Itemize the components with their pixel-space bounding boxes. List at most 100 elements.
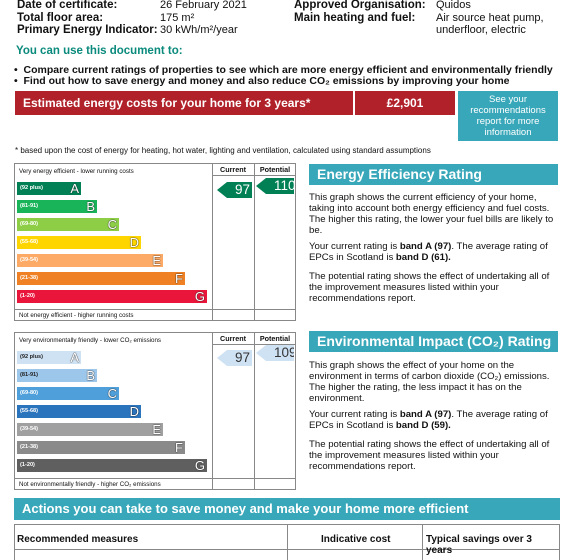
band-f: (21-38) F bbox=[17, 271, 185, 286]
band-range-label: (1-20) bbox=[20, 462, 35, 468]
rec-line-2: recommendations bbox=[470, 105, 546, 116]
date-value: 26 February 2021 bbox=[160, 0, 247, 11]
band-range-label: (39-54) bbox=[20, 426, 39, 432]
rec-line-3: report for more bbox=[476, 116, 540, 127]
ee-para-1: This graph shows the current efficiency … bbox=[309, 192, 554, 236]
band-letter: A bbox=[70, 350, 79, 365]
band-letter: F bbox=[175, 440, 183, 455]
band-a: (92 plus) A bbox=[17, 350, 81, 365]
band-e: (39-54) E bbox=[17, 253, 163, 268]
use-bullet-2: • Find out how to save energy and money … bbox=[14, 75, 510, 87]
ee-p2c: . The average rating of EPCs in Scotland… bbox=[309, 241, 548, 263]
heating-value-2: underfloor, electric bbox=[436, 24, 526, 36]
actions-title: Actions you can take to save money and m… bbox=[14, 498, 560, 520]
band-letter: B bbox=[86, 199, 95, 214]
ei-potential-header: Potential bbox=[259, 334, 291, 343]
band-letter: E bbox=[152, 253, 161, 268]
band-letter: C bbox=[107, 386, 117, 401]
actions-table: Recommended measures Indicative cost Typ… bbox=[14, 524, 560, 560]
ei-para-3: The potential rating shows the effect of… bbox=[309, 439, 550, 472]
ei-current-header: Current bbox=[220, 334, 246, 343]
ee-p2d: band D (61). bbox=[395, 252, 451, 263]
ei-p2b: band A (97) bbox=[399, 409, 452, 420]
use-bullet-1-text: Compare current ratings of properties to… bbox=[23, 64, 553, 76]
cost-value: £2,901 bbox=[355, 91, 455, 115]
energy-indicator-label: Primary Energy Indicator: bbox=[17, 24, 158, 36]
band-letter: F bbox=[175, 271, 183, 286]
band-letter: D bbox=[129, 235, 139, 250]
band-d: (55-68) D bbox=[17, 404, 141, 419]
band-b: (81-91) B bbox=[17, 199, 97, 214]
band-range-label: (1-20) bbox=[20, 293, 35, 299]
ee-p2a: Your current rating is bbox=[309, 241, 400, 252]
rec-line-4: information bbox=[484, 127, 532, 138]
band-range-label: (81-91) bbox=[20, 372, 39, 378]
band-range-label: (92 plus) bbox=[20, 354, 44, 360]
ee-p2b: band A (97) bbox=[399, 241, 452, 252]
band-range-label: (81-91) bbox=[20, 203, 39, 209]
ee-rating-title: Energy Efficiency Rating bbox=[309, 164, 558, 185]
col-recommended-measures: Recommended measures bbox=[17, 534, 139, 545]
band-range-label: (39-54) bbox=[20, 257, 39, 263]
col-indicative-cost: Indicative cost bbox=[321, 534, 391, 545]
use-bullet-1: • Compare current ratings of properties … bbox=[14, 64, 553, 76]
band-letter: E bbox=[152, 422, 161, 437]
band-range-label: (21-38) bbox=[20, 444, 39, 450]
ee-current-header: Current bbox=[220, 165, 246, 174]
ei-p2c: . The average rating of EPCs in Scotland… bbox=[309, 409, 548, 431]
ee-potential-arrow: 110 bbox=[256, 178, 294, 194]
band-range-label: (92 plus) bbox=[20, 185, 44, 191]
band-g: (1-20) G bbox=[17, 458, 207, 473]
band-letter: D bbox=[129, 404, 139, 419]
band-c: (69-80) C bbox=[17, 386, 119, 401]
band-letter: G bbox=[194, 289, 205, 304]
ei-potential-arrow: 109 bbox=[256, 345, 294, 361]
ei-current-arrow: 97 bbox=[217, 350, 252, 366]
energy-efficiency-chart: Very energy efficient - lower running co… bbox=[14, 163, 296, 321]
band-e: (39-54) E bbox=[17, 422, 163, 437]
band-range-label: (69-80) bbox=[20, 221, 39, 227]
ee-top-text: Very energy efficient - lower running co… bbox=[19, 168, 134, 175]
environmental-impact-chart: Very environmentally friendly - lower CO… bbox=[14, 332, 296, 490]
recommendations-link[interactable]: See your recommendations report for more… bbox=[458, 91, 558, 141]
energy-indicator-value: 30 kWh/m²/year bbox=[160, 24, 238, 36]
band-g: (1-20) G bbox=[17, 289, 207, 304]
heating-label: Main heating and fuel: bbox=[294, 12, 416, 24]
ee-potential-header: Potential bbox=[259, 165, 291, 174]
ee-bottom-text: Not energy efficient - higher running co… bbox=[19, 312, 134, 319]
ei-top-text: Very environmentally friendly - lower CO… bbox=[19, 337, 162, 344]
band-b: (81-91) B bbox=[17, 368, 97, 383]
ei-p2d: band D (59). bbox=[395, 420, 451, 431]
ee-para-2: Your current rating is band A (97). The … bbox=[309, 241, 559, 263]
band-f: (21-38) F bbox=[17, 440, 185, 455]
ei-p2a: Your current rating is bbox=[309, 409, 400, 420]
org-value: Quidos bbox=[436, 0, 471, 11]
ei-rating-title: Environmental Impact (CO₂) Rating bbox=[309, 331, 558, 352]
area-value: 175 m² bbox=[160, 12, 195, 24]
org-label: Approved Organisation: bbox=[294, 0, 426, 11]
band-a: (92 plus) A bbox=[17, 181, 81, 196]
band-range-label: (69-80) bbox=[20, 390, 39, 396]
col-typical-savings: Typical savings over 3 years bbox=[426, 534, 532, 556]
date-label: Date of certificate: bbox=[17, 0, 118, 11]
use-bullet-2-text: Find out how to save energy and money an… bbox=[23, 75, 510, 87]
ee-para-3: The potential rating shows the effect of… bbox=[309, 271, 550, 304]
cost-footnote: * based upon the cost of energy for heat… bbox=[15, 146, 431, 155]
band-letter: C bbox=[107, 217, 117, 232]
heating-value-1: Air source heat pump, bbox=[436, 12, 544, 24]
rec-line-1: See your bbox=[488, 94, 528, 105]
band-range-label: (55-68) bbox=[20, 239, 39, 245]
ee-current-arrow: 97 bbox=[217, 182, 252, 198]
band-letter: G bbox=[194, 458, 205, 473]
band-range-label: (21-38) bbox=[20, 275, 39, 281]
cost-label-bar: Estimated energy costs for your home for… bbox=[15, 91, 353, 115]
band-d: (55-68) D bbox=[17, 235, 141, 250]
ei-para-2: Your current rating is band A (97). The … bbox=[309, 409, 559, 431]
band-c: (69-80) C bbox=[17, 217, 119, 232]
area-label: Total floor area: bbox=[17, 12, 104, 24]
use-section-title: You can use this document to: bbox=[16, 45, 183, 57]
ei-para-1: This graph shows the effect of your home… bbox=[309, 360, 550, 404]
ei-bottom-text: Not environmentally friendly - higher CO… bbox=[19, 481, 161, 488]
band-letter: A bbox=[70, 181, 79, 196]
band-letter: B bbox=[86, 368, 95, 383]
